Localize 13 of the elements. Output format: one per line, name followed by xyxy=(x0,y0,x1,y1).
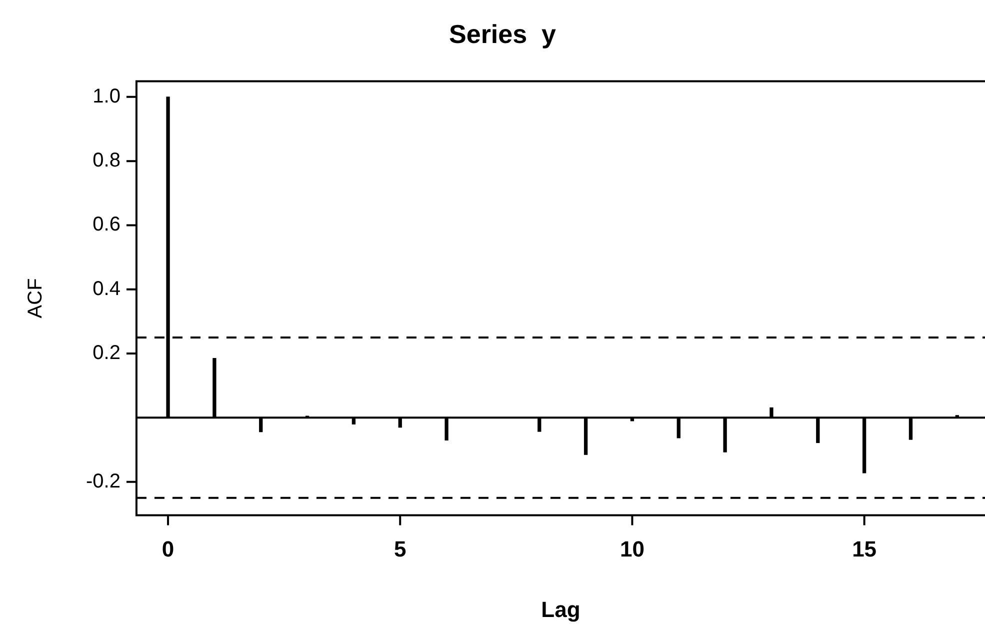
chart-title: Series y xyxy=(449,18,557,49)
y-tick-label: -0.2 xyxy=(86,470,120,492)
y-tick-label: 0.6 xyxy=(92,214,120,236)
y-tick-label: 0.2 xyxy=(92,342,120,364)
x-tick-label: 15 xyxy=(852,536,877,562)
y-tick-label: 0.8 xyxy=(92,150,120,172)
x-tick-label: 10 xyxy=(620,536,644,562)
y-tick-label: 1.0 xyxy=(92,85,120,108)
x-tick-label: 5 xyxy=(394,536,406,562)
y-tick-label: 0.4 xyxy=(92,278,120,300)
y-axis-title: ACF xyxy=(24,278,47,318)
x-axis-title: Lag xyxy=(541,596,580,622)
x-tick-label: 0 xyxy=(162,536,174,562)
